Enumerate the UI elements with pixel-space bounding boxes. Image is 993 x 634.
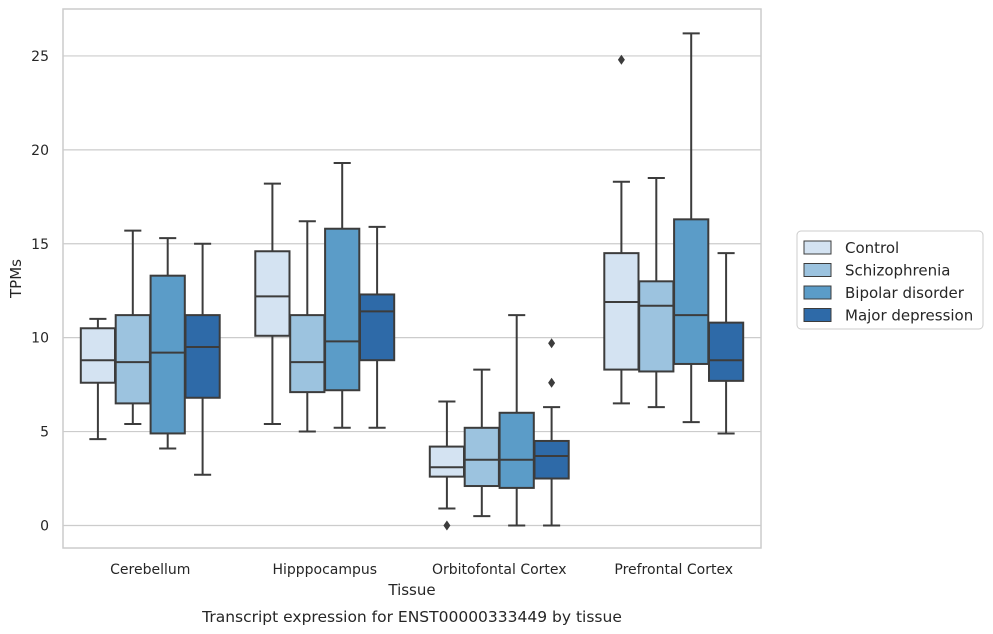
box-plot: [673, 32, 710, 424]
legend-label: Schizophrenia: [845, 262, 950, 280]
y-tick-label: 5: [40, 425, 49, 441]
outlier-point: [548, 377, 556, 388]
box: [463, 426, 500, 488]
box-plot: [79, 317, 117, 441]
plot-frame: [62, 8, 762, 549]
figure-caption: Transcript expression for ENST0000033344…: [201, 608, 622, 626]
outlier-point: [443, 520, 451, 531]
box: [428, 445, 466, 478]
box: [114, 314, 151, 405]
x-tick-labels: Cerebellum Hipppocampus Orbitofontal Corte…: [110, 562, 733, 578]
box: [289, 314, 326, 394]
legend-swatch: [803, 285, 832, 300]
box: [79, 327, 117, 384]
box: [254, 250, 291, 337]
outlier-point: [548, 338, 556, 349]
x-tick-label: Cerebellum: [110, 562, 190, 578]
box-plot: [289, 220, 326, 433]
legend-label: Bipolar disorder: [845, 284, 965, 302]
box-plot: [324, 162, 361, 429]
legend-label: Control: [845, 239, 899, 257]
box: [638, 280, 675, 373]
outlier-point: [617, 54, 625, 65]
box: [673, 218, 710, 365]
y-axis-label: TPMs: [7, 259, 25, 299]
box: [184, 314, 221, 399]
legend-label: Major depression: [845, 307, 973, 325]
box-plot: [533, 338, 570, 527]
box: [498, 411, 535, 489]
box-plot: [638, 177, 675, 409]
box: [533, 439, 570, 480]
legend: Control Schizophrenia Bipolar disorder Majo…: [796, 230, 984, 330]
box-plot: [358, 225, 396, 429]
x-axis-label: Tissue: [387, 581, 435, 599]
box: [707, 321, 745, 382]
box-plot: [707, 252, 745, 435]
box-plots: [79, 32, 745, 531]
box-plot: [184, 242, 221, 476]
y-tick-label: 0: [40, 518, 49, 534]
x-tick-label: Hipppocampus: [272, 562, 377, 578]
y-tick-label: 25: [31, 49, 49, 65]
box-plot: [428, 400, 466, 531]
box-plot: [114, 229, 151, 426]
y-tick-label: 20: [31, 143, 49, 159]
x-tick-label: Prefrontal Cortex: [614, 562, 733, 578]
x-tick-label: Orbitofontal Cortex: [432, 562, 567, 578]
box-plot: [463, 368, 500, 518]
box-plot: [254, 182, 291, 426]
box-plot: [149, 237, 186, 450]
legend-frame: [796, 230, 984, 330]
legend-swatch: [803, 263, 832, 277]
box-plot: [498, 314, 535, 527]
y-tick-labels: 0 5 10 15 20 25: [31, 49, 49, 535]
box: [603, 252, 640, 371]
box: [324, 227, 361, 392]
box-plot: [603, 54, 640, 405]
box: [358, 293, 396, 362]
y-tick-label: 15: [31, 237, 49, 253]
box: [149, 274, 186, 435]
y-tick-label: 10: [31, 331, 49, 347]
legend-swatch: [803, 240, 832, 255]
legend-swatch: [803, 308, 832, 322]
